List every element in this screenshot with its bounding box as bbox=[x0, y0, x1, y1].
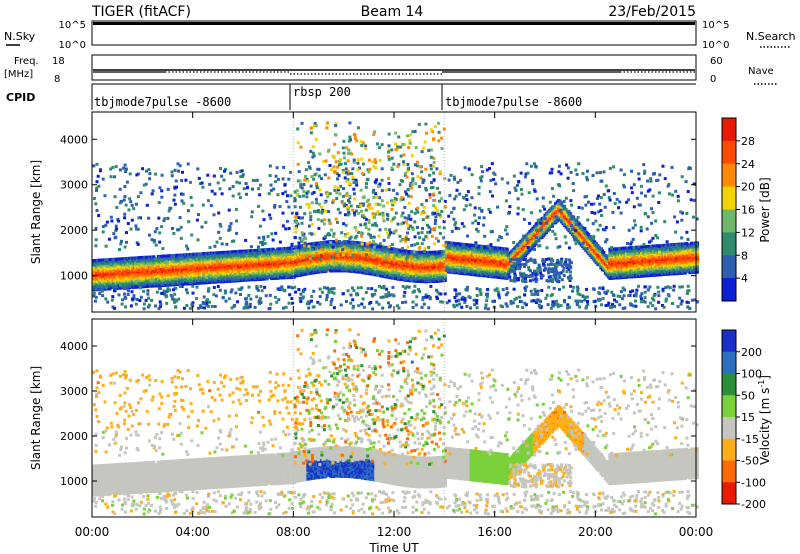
cpid-segment-1: tbjmode7pulse -8600 bbox=[94, 95, 231, 109]
freq-label: Freq. bbox=[14, 56, 39, 67]
nave-tick-bottom: 0 bbox=[710, 74, 716, 85]
cpid-segment-3: tbjmode7pulse -8600 bbox=[445, 95, 582, 109]
header-radar-title: TIGER (fitACF) bbox=[91, 4, 191, 20]
power-scatter-layer bbox=[92, 112, 699, 312]
nsky-trace bbox=[93, 22, 695, 25]
radar-figure: TIGER (fitACF) Beam 14 23/Feb/2015 N.Sky… bbox=[0, 0, 800, 554]
header-beam: Beam 14 bbox=[361, 4, 424, 20]
nsearch-label: N.Search bbox=[746, 30, 796, 43]
freq-tick-top: 18 bbox=[52, 56, 65, 67]
nsky-label: N.Sky bbox=[4, 30, 36, 43]
header-date: 23/Feb/2015 bbox=[608, 4, 696, 20]
nsky-strip: N.Sky 10^5 10^0 10^5 10^0 N.Search bbox=[4, 20, 796, 51]
nsky-tick-top: 10^5 bbox=[59, 20, 86, 31]
cpid-strip: CPID tbjmode7pulse -8600 rbsp 200 tbjmod… bbox=[6, 84, 696, 110]
freq-unit: [MHz] bbox=[4, 69, 33, 80]
cpid-label: CPID bbox=[6, 91, 35, 104]
power-cell bbox=[281, 266, 284, 269]
freq-tick-bottom: 8 bbox=[54, 74, 60, 85]
nsearch-tick-top: 10^5 bbox=[702, 20, 729, 31]
cpid-segment-2: rbsp 200 bbox=[293, 85, 351, 99]
nsky-tick-bottom: 10^0 bbox=[59, 40, 86, 51]
freq-strip: Freq. [MHz] 18 8 60 0 Nave bbox=[4, 55, 778, 85]
nsearch-tick-bottom: 10^0 bbox=[702, 40, 729, 51]
nave-label: Nave bbox=[748, 66, 774, 77]
nave-tick-top: 60 bbox=[710, 56, 723, 67]
